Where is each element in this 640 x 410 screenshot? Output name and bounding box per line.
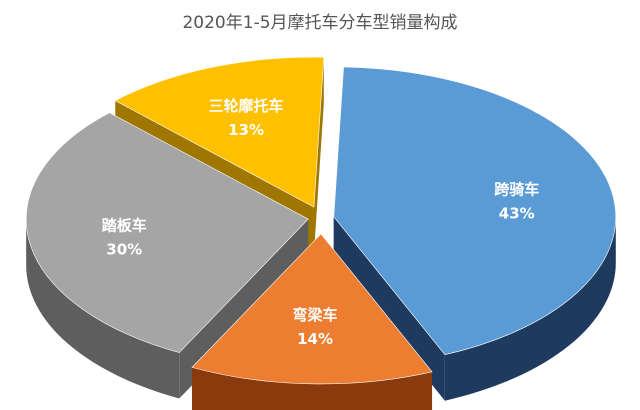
slice-2-side bbox=[192, 367, 433, 410]
slice-4-value-label: 13% bbox=[228, 121, 264, 139]
slice-1-name-label: 跨骑车 bbox=[494, 181, 539, 199]
slice-3-side bbox=[26, 219, 180, 399]
slice-3-name-label: 踏板车 bbox=[102, 216, 147, 234]
slice-3-top[interactable] bbox=[25, 112, 309, 353]
slice-4-name-label: 三轮摩托车 bbox=[209, 97, 284, 115]
slice-2-top[interactable] bbox=[191, 233, 433, 385]
slice-1-side bbox=[444, 216, 616, 401]
chart-title: 2020年1-5月摩托车分车型销量构成 bbox=[182, 13, 458, 33]
slice-2-name-label: 弯梁车 bbox=[293, 306, 338, 324]
slice-3-value-label: 30% bbox=[106, 240, 142, 258]
slice-4-top[interactable] bbox=[114, 56, 325, 208]
slice-1-value-label: 43% bbox=[499, 205, 535, 223]
slice-4-inner-wall-2 bbox=[313, 57, 324, 254]
slice-1-top[interactable] bbox=[333, 66, 617, 356]
slice-2-value-label: 14% bbox=[297, 330, 333, 348]
pie-tops bbox=[25, 56, 617, 385]
pie-labels: 跨骑车 43% 弯梁车 14% 踏板车 30% 三轮摩托车 13% bbox=[102, 97, 540, 348]
